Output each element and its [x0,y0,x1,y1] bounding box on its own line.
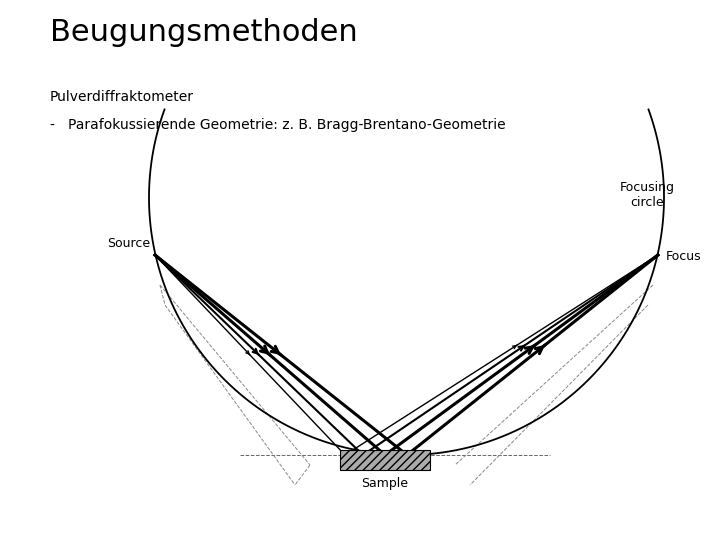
Text: Sample: Sample [361,477,408,490]
Text: Source: Source [107,237,150,250]
Text: Beugungsmethoden: Beugungsmethoden [50,18,358,47]
Bar [340,450,430,470]
Text: -   Parafokussierende Geometrie: z. B. Bragg-Brentano-Geometrie: - Parafokussierende Geometrie: z. B. Bra… [50,118,505,132]
Text: Focus: Focus [666,251,701,264]
Text: Pulverdiffraktometer: Pulverdiffraktometer [50,90,194,104]
Text: Focusing
circle: Focusing circle [620,181,675,209]
